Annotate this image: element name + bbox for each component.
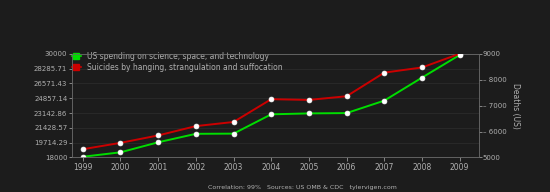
Legend: US spending on science, space, and technology, Suicides by hanging, strangulatio: US spending on science, space, and techn…	[72, 52, 282, 72]
Y-axis label: Deaths (US): Deaths (US)	[510, 83, 520, 128]
Text: Correlation: 99%   Sources: US OMB & CDC   tylervigen.com: Correlation: 99% Sources: US OMB & CDC t…	[208, 185, 397, 190]
